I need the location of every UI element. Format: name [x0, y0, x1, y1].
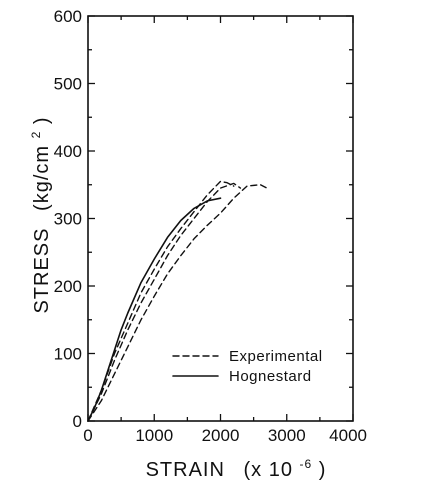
hognestard-curve	[87, 197, 222, 422]
x-axis-exponent: -6	[300, 457, 313, 471]
y-tick-label: 500	[54, 75, 82, 94]
y-axis-label: STRESS	[31, 228, 53, 314]
x-tick-label: 2000	[202, 426, 240, 445]
experimental-curve-3	[87, 184, 268, 422]
y-tick-label: 200	[54, 277, 82, 296]
x-axis-close: )	[319, 459, 327, 481]
y-axis-exponent: 2	[29, 131, 43, 139]
x-axis-factor: (x 10	[243, 459, 292, 481]
x-tick-label: 0	[83, 426, 92, 445]
y-tick-label: 100	[54, 345, 82, 364]
x-axis-label: STRAIN	[146, 459, 225, 481]
plot-area: 0 100 200 300 400 500 600 0 1000 2000 3000 4000 Expe…	[54, 7, 367, 445]
y-tick-label: 400	[54, 142, 82, 161]
x-axis-title: STRAIN (x 10 -6 )	[146, 451, 327, 481]
experimental-curve-2	[87, 180, 235, 422]
y-tick-label: 300	[54, 210, 82, 229]
y-axis-close: )	[31, 116, 53, 124]
y-axis-title: STRESS (kg/cm 2 )	[23, 116, 53, 313]
y-axis-unit: (kg/cm	[31, 145, 53, 211]
y-tick-label: 600	[54, 7, 82, 26]
experimental-curve-1	[87, 182, 242, 422]
y-tick-label: 0	[73, 412, 82, 431]
legend-label-experimental: Experimental	[229, 348, 323, 365]
x-tick-label: 3000	[268, 426, 306, 445]
x-tick-label: 4000	[329, 426, 367, 445]
legend-label-hognestard: Hognestard	[229, 368, 312, 385]
x-tick-label: 1000	[135, 426, 173, 445]
